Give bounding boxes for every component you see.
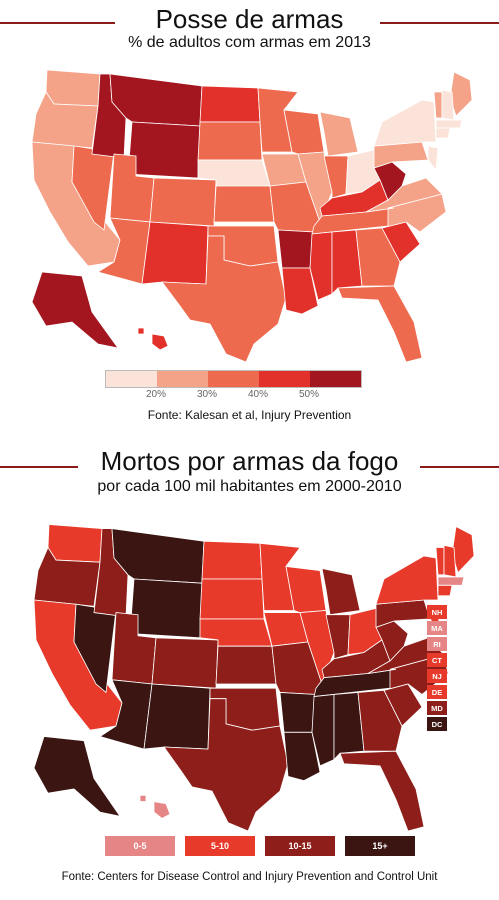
state-tx <box>163 698 289 832</box>
state-la <box>283 731 321 782</box>
legend-box-10-15: 10-15 <box>265 836 335 856</box>
small-state-ri: RI <box>427 637 447 651</box>
legend-swatch-level-2 <box>208 371 259 387</box>
title-rule-right <box>380 22 499 24</box>
small-state-ma: MA <box>427 621 447 635</box>
state-ar <box>279 691 317 733</box>
legend-tick-20: 20% <box>145 389 167 400</box>
state-co <box>149 177 217 227</box>
legend-swatch-level-0 <box>106 371 157 387</box>
small-states-legend: NH MA RI CT NJ DE MD DC <box>427 605 447 733</box>
legend-tick-30: 30% <box>196 389 218 400</box>
state-or <box>31 91 99 149</box>
legend-tick-40: 40% <box>247 389 269 400</box>
state-nc <box>381 193 447 233</box>
small-state-de: DE <box>427 685 447 699</box>
state-nh <box>441 89 455 121</box>
state-ma <box>437 576 465 586</box>
state-pa <box>375 599 431 628</box>
state-ks <box>213 185 275 223</box>
legend-swatch-level-3 <box>259 371 310 387</box>
title-rule-left <box>0 22 115 24</box>
small-state-nj: NJ <box>427 669 447 683</box>
state-in <box>325 614 351 660</box>
state-vt <box>433 91 443 119</box>
small-state-nh: NH <box>427 605 447 619</box>
deaths-title: Mortos por armas da fogo <box>100 446 399 476</box>
legend-tick-50: 50% <box>298 389 320 400</box>
ownership-legend <box>105 370 362 388</box>
state-ct <box>435 127 451 139</box>
state-hi <box>137 327 169 351</box>
state-fl <box>337 285 423 363</box>
deaths-source: Fonte: Centers for Disease Control and I… <box>61 871 438 883</box>
state-al <box>333 691 365 761</box>
gun-deaths-map <box>33 523 475 832</box>
state-ak <box>31 271 119 349</box>
small-state-ct: CT <box>427 653 447 667</box>
state-in <box>323 155 349 199</box>
legend-box-0-5: 0-5 <box>105 836 175 856</box>
state-co <box>151 637 219 689</box>
state-ar <box>277 229 315 269</box>
state-ga <box>357 689 403 752</box>
small-state-md: MD <box>427 701 447 715</box>
state-ct <box>437 584 453 597</box>
ownership-title: Posse de armas <box>155 4 344 34</box>
state-fl <box>339 750 425 832</box>
state-sd <box>197 121 263 161</box>
legend-box-15-plus: 15+ <box>345 836 415 856</box>
state-vt <box>435 547 445 576</box>
legend-box-5-10: 5-10 <box>185 836 255 856</box>
ownership-subtitle: % de adultos com armas em 2013 <box>128 34 371 51</box>
state-hi <box>139 794 171 819</box>
state-ny <box>373 99 437 147</box>
state-nd <box>201 540 263 580</box>
state-nm <box>141 221 209 285</box>
state-wa <box>45 69 101 107</box>
state-wy <box>129 578 203 639</box>
legend-swatch-level-1 <box>157 371 208 387</box>
state-ms <box>309 231 333 301</box>
state-nh <box>443 544 457 578</box>
state-la <box>281 267 319 315</box>
deaths-legend: 0-5 5-10 10-15 15+ <box>105 836 425 856</box>
ownership-legend-ticks: 20% 30% 40% 50% <box>105 389 360 403</box>
gun-ownership-map <box>31 69 473 363</box>
deaths-subtitle: por cada 100 mil habitantes em 2000-2010 <box>97 478 402 495</box>
title-rule-right-2 <box>420 466 499 468</box>
state-ny <box>375 555 439 605</box>
state-al <box>331 229 363 295</box>
state-ma <box>435 119 463 129</box>
state-ga <box>355 227 401 287</box>
state-or <box>33 546 101 607</box>
state-ms <box>311 694 335 767</box>
state-nj <box>427 145 439 172</box>
state-mi <box>321 567 361 616</box>
small-state-dc: DC <box>427 717 447 731</box>
state-sd <box>199 578 265 620</box>
state-ak <box>33 736 121 817</box>
state-nd <box>199 85 261 123</box>
title-rule-left-2 <box>0 466 78 468</box>
ownership-source: Fonte: Kalesan et al, Injury Prevention <box>147 408 352 422</box>
state-mi <box>319 111 359 157</box>
state-wy <box>127 121 201 179</box>
state-pa <box>373 141 429 169</box>
state-ks <box>215 645 277 685</box>
state-wa <box>47 523 103 563</box>
legend-swatch-level-4 <box>310 371 361 387</box>
state-tx <box>161 235 287 363</box>
state-nm <box>143 683 211 750</box>
